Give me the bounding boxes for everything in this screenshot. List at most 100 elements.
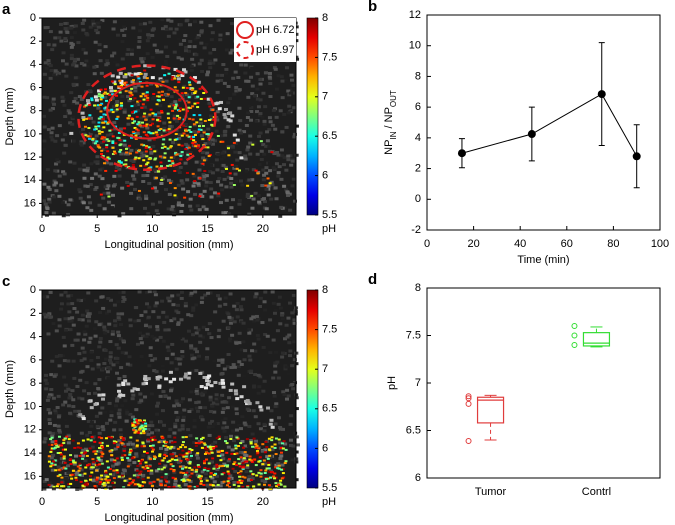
- image-speckle: [92, 139, 97, 143]
- image-speckle: [126, 48, 131, 52]
- image-speckle: [149, 151, 154, 155]
- image-speckle: [90, 445, 95, 449]
- image-speckle: [250, 92, 255, 96]
- image-ph-pixel: [198, 114, 202, 117]
- image-speckle: [79, 62, 84, 66]
- image-speckle: [126, 442, 131, 446]
- x-tick-label: 10: [146, 496, 158, 508]
- image-speckle: [147, 305, 152, 309]
- image-ph-pixel: [164, 473, 168, 476]
- image-ph-pixel: [112, 460, 116, 463]
- image-ph-pixel: [136, 75, 140, 78]
- image-speckle: [256, 391, 261, 395]
- image-ph-pixel: [97, 458, 101, 461]
- box: [582, 332, 611, 347]
- image-speckle: [267, 145, 272, 149]
- image-speckle: [187, 410, 192, 414]
- image-ph-pixel: [198, 475, 202, 478]
- image-speckle: [55, 134, 60, 138]
- image-speckle: [58, 22, 63, 26]
- image-ph-pixel: [76, 442, 80, 445]
- image-speckle: [226, 145, 231, 149]
- x-axis-label: Longitudinal position (mm): [104, 239, 233, 251]
- image-speckle: [200, 470, 205, 474]
- image-speckle: [247, 424, 252, 428]
- image-speckle: [145, 39, 150, 43]
- image-speckle: [60, 59, 65, 63]
- image-speckle: [208, 395, 213, 399]
- image-ph-pixel: [225, 451, 229, 454]
- image-speckle: [141, 473, 146, 477]
- image-speckle: [199, 20, 204, 24]
- image-speckle: [148, 20, 153, 24]
- image-speckle: [173, 67, 178, 71]
- image-speckle: [232, 304, 237, 308]
- image-ph-pixel: [196, 146, 200, 149]
- image-ph-pixel: [138, 124, 142, 127]
- image-speckle: [285, 335, 290, 339]
- image-speckle: [96, 386, 101, 390]
- image-speckle: [63, 328, 68, 332]
- image-speckle: [92, 65, 97, 69]
- image-ph-pixel: [98, 446, 102, 449]
- image-ph-pixel: [141, 466, 145, 469]
- image-speckle: [231, 420, 236, 424]
- image-speckle: [120, 472, 125, 476]
- image-speckle: [78, 130, 83, 134]
- image-speckle: [89, 406, 94, 410]
- y-tick-label: 10: [24, 400, 36, 412]
- image-ph-pixel: [88, 475, 92, 478]
- image-speckle: [158, 469, 163, 473]
- image-speckle: [285, 388, 290, 392]
- image-ph-pixel: [277, 467, 281, 470]
- image-speckle: [236, 373, 241, 377]
- image-ph-pixel: [282, 467, 286, 470]
- image-speckle: [113, 324, 118, 328]
- image-speckle: [186, 376, 191, 380]
- image-ph-pixel: [239, 470, 243, 473]
- image-speckle: [58, 354, 63, 358]
- image-speckle: [111, 27, 116, 31]
- image-speckle: [127, 458, 132, 462]
- image-speckle: [137, 463, 142, 467]
- image-speckle: [183, 304, 188, 308]
- image-speckle: [137, 91, 142, 95]
- colorbar-tick-label: 7: [322, 91, 328, 103]
- image-ph-pixel: [225, 465, 229, 468]
- image-speckle: [160, 409, 165, 413]
- image-speckle: [239, 348, 244, 352]
- image-ph-pixel: [136, 476, 140, 479]
- image-speckle: [118, 291, 123, 295]
- image-speckle: [224, 198, 229, 202]
- image-speckle: [158, 104, 163, 108]
- image-speckle: [102, 191, 107, 195]
- image-ph-pixel: [100, 455, 104, 458]
- image-ph-pixel: [181, 454, 185, 457]
- image-ph-pixel: [171, 476, 175, 479]
- image-ph-pixel: [228, 172, 232, 175]
- image-ph-pixel: [139, 419, 143, 422]
- image-speckle: [234, 341, 239, 345]
- image-speckle: [42, 312, 47, 316]
- image-speckle: [228, 474, 233, 478]
- image-speckle: [184, 155, 189, 159]
- image-speckle: [103, 45, 108, 49]
- image-speckle: [239, 156, 244, 160]
- image-ph-pixel: [144, 94, 148, 97]
- image-ph-pixel: [99, 110, 103, 113]
- image-ph-pixel: [65, 435, 69, 438]
- image-speckle: [179, 290, 184, 294]
- image-speckle: [57, 324, 62, 328]
- image-speckle: [178, 336, 183, 340]
- image-speckle: [239, 457, 244, 461]
- image-speckle: [65, 464, 70, 468]
- image-speckle: [142, 100, 147, 104]
- image-speckle: [46, 332, 51, 336]
- image-speckle: [156, 315, 161, 319]
- image-speckle: [208, 181, 213, 185]
- box: [476, 396, 505, 424]
- image-ph-pixel: [149, 458, 153, 461]
- image-speckle: [214, 474, 219, 478]
- image-ph-pixel: [130, 87, 134, 90]
- image-speckle: [86, 392, 91, 396]
